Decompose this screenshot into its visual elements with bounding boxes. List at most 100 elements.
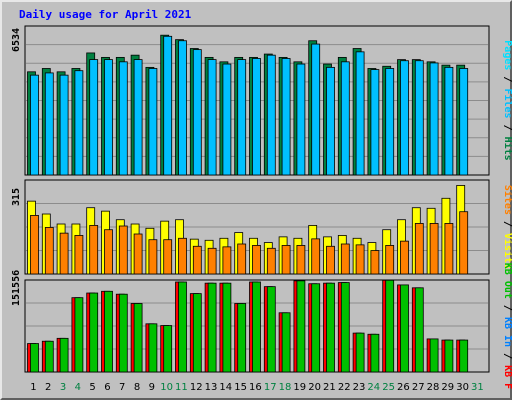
bar-pages-day-11 <box>178 40 187 176</box>
bar-kb-out-day-30 <box>459 339 469 373</box>
bar-pages-day-23 <box>355 51 365 176</box>
legend-visits: Visits <box>502 233 512 269</box>
bar-sites-day-15 <box>237 243 247 275</box>
day-label-8: 8 <box>134 382 140 393</box>
bar-sites-day-23 <box>355 244 365 275</box>
legend-hits: Hits <box>502 137 512 161</box>
bar-pages-day-24 <box>370 69 380 176</box>
bar-pages-day-3 <box>59 74 69 176</box>
bar-pages-day-1 <box>30 74 39 176</box>
day-label-1: 1 <box>30 382 36 393</box>
bar-kb-out-day-29 <box>444 339 454 373</box>
bar-pages-day-2 <box>44 72 54 176</box>
legend-sites: Sites <box>502 185 512 215</box>
bar-kb-out-day-25 <box>385 279 395 373</box>
day-label-23: 23 <box>353 382 366 393</box>
legend-kb-f: KB F <box>502 365 512 389</box>
bar-sites-day-7 <box>118 225 128 275</box>
day-label-14: 14 <box>219 382 232 393</box>
day-label-7: 7 <box>119 382 125 393</box>
bar-sites-day-5 <box>89 225 99 275</box>
bar-pages-day-25 <box>385 68 395 176</box>
bar-sites-day-16 <box>252 245 261 275</box>
bar-sites-day-28 <box>429 223 439 275</box>
bar-sites-day-12 <box>192 245 202 275</box>
bar-kb-out-day-24 <box>370 333 380 373</box>
bar-kb-out-day-9 <box>148 323 158 373</box>
day-label-26: 26 <box>397 382 410 393</box>
legend-hits-panel: Pages / Files / Hits <box>502 40 512 160</box>
bar-sites-day-24 <box>370 250 380 275</box>
bar-pages-day-15 <box>237 59 247 176</box>
y-max-label: 315 <box>11 188 22 206</box>
day-label-29: 29 <box>441 382 454 393</box>
bar-kb-out-day-2 <box>44 340 54 373</box>
bar-kb-out-day-4 <box>74 297 84 373</box>
day-label-11: 11 <box>175 382 188 393</box>
bar-pages-day-30 <box>459 68 469 176</box>
bar-sites-day-21 <box>326 245 335 275</box>
day-label-15: 15 <box>234 382 247 393</box>
day-label-25: 25 <box>382 382 395 393</box>
bar-sites-day-22 <box>340 243 350 275</box>
day-label-27: 27 <box>412 382 425 393</box>
bar-kb-out-day-10 <box>163 325 173 373</box>
bar-kb-out-day-18 <box>281 312 291 373</box>
bar-sites-day-30 <box>459 211 469 275</box>
bar-pages-day-12 <box>192 49 202 176</box>
bar-pages-day-4 <box>74 70 84 176</box>
bar-sites-day-17 <box>266 247 276 275</box>
legend-kb-out: KB Out <box>502 263 512 299</box>
day-label-5: 5 <box>89 382 95 393</box>
bar-kb-out-day-12 <box>192 293 202 373</box>
bar-kb-out-day-16 <box>252 281 261 373</box>
bar-kb-out-day-7 <box>118 293 128 373</box>
bar-pages-day-14 <box>222 63 232 176</box>
bar-kb-out-day-17 <box>266 286 276 373</box>
day-label-9: 9 <box>149 382 155 393</box>
bar-kb-out-day-8 <box>133 303 143 373</box>
bar-sites-day-20 <box>311 238 321 275</box>
bar-kb-out-day-14 <box>222 282 232 373</box>
bar-pages-day-20 <box>311 43 321 176</box>
bar-pages-day-28 <box>429 62 439 176</box>
chart-title: Daily usage for April 2021 <box>19 8 192 21</box>
legend-kbytes-panel: KB Out / KB In / KB F <box>502 263 512 389</box>
bar-sites-day-8 <box>133 233 143 275</box>
bar-pages-day-26 <box>400 60 409 176</box>
day-label-6: 6 <box>104 382 110 393</box>
bar-sites-day-13 <box>207 247 217 275</box>
bar-pages-day-27 <box>414 60 424 176</box>
bar-pages-day-18 <box>281 58 291 176</box>
bar-sites-day-6 <box>104 229 113 275</box>
bar-sites-day-10 <box>163 239 173 275</box>
bar-pages-day-21 <box>326 66 335 176</box>
bar-sites-day-27 <box>414 223 424 275</box>
bar-kb-out-day-15 <box>237 303 247 373</box>
day-label-16: 16 <box>249 382 262 393</box>
day-label-24: 24 <box>367 382 380 393</box>
bar-kb-out-day-6 <box>104 290 113 373</box>
bar-kb-out-day-23 <box>355 332 365 373</box>
bar-kb-out-day-1 <box>30 343 39 373</box>
bar-kb-out-day-19 <box>296 280 306 373</box>
bar-pages-day-22 <box>340 61 350 176</box>
day-label-19: 19 <box>293 382 306 393</box>
bar-sites-day-11 <box>178 237 187 275</box>
bar-pages-day-13 <box>207 59 217 176</box>
bar-sites-day-19 <box>296 245 306 275</box>
bar-kb-out-day-26 <box>400 284 409 373</box>
legend-visits-panel: Sites / Visits <box>502 185 512 269</box>
day-label-3: 3 <box>60 382 66 393</box>
bar-sites-day-14 <box>222 246 232 275</box>
bar-sites-day-2 <box>44 227 54 275</box>
day-label-17: 17 <box>264 382 277 393</box>
bar-kb-out-day-21 <box>326 282 335 373</box>
bar-pages-day-6 <box>104 59 113 176</box>
bar-sites-day-18 <box>281 245 291 275</box>
bar-kb-out-day-3 <box>59 337 69 373</box>
day-label-30: 30 <box>456 382 469 393</box>
bar-sites-day-3 <box>59 232 69 275</box>
bar-kb-out-day-5 <box>89 292 99 373</box>
